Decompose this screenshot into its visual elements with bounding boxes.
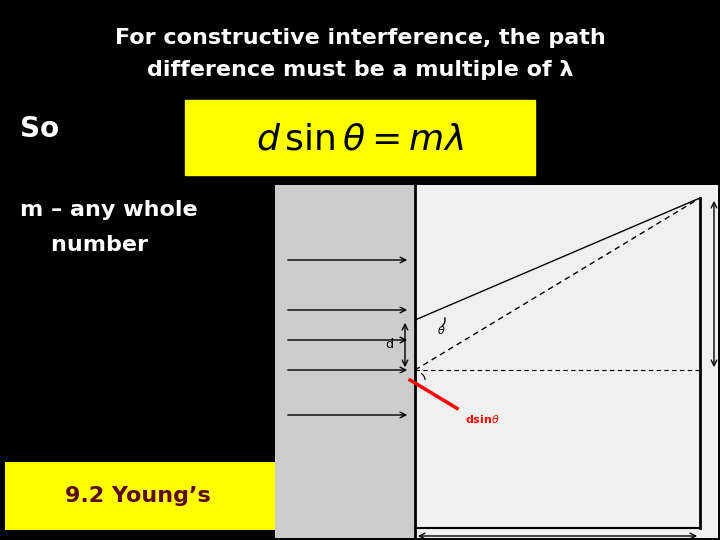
Text: $d\,\sin\theta = m\lambda$: $d\,\sin\theta = m\lambda$ [256, 123, 464, 157]
Text: m – any whole: m – any whole [20, 200, 197, 220]
FancyBboxPatch shape [185, 100, 535, 175]
Bar [275, 185, 718, 538]
Text: difference must be a multiple of λ: difference must be a multiple of λ [147, 60, 573, 80]
Bar [275, 185, 415, 538]
Text: dsin$\theta$: dsin$\theta$ [465, 414, 500, 426]
Text: So: So [20, 115, 59, 143]
Bar [415, 185, 718, 538]
Text: number: number [20, 235, 148, 255]
Bar [5, 462, 275, 530]
Text: 9.2 Young’s: 9.2 Young’s [65, 486, 211, 506]
Text: For constructive interference, the path: For constructive interference, the path [114, 28, 606, 48]
Text: d: d [385, 339, 393, 352]
Text: $\theta$: $\theta$ [437, 324, 446, 336]
